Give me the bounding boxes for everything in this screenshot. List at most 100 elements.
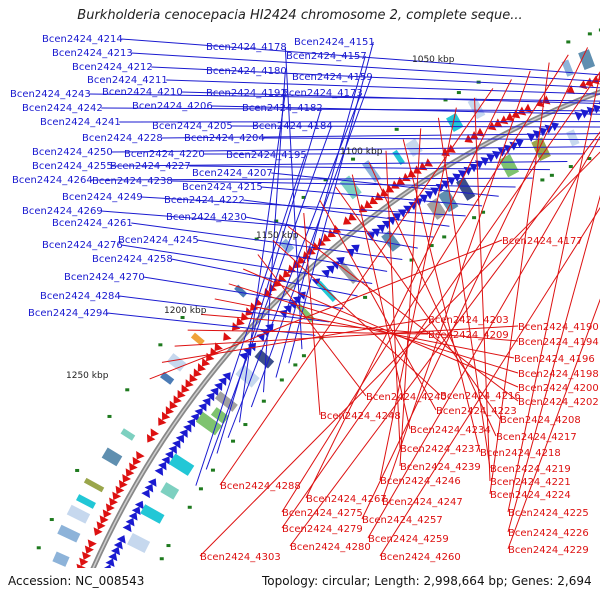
forward-gene-leader <box>227 92 362 438</box>
scale-label: 1150 kbp <box>256 231 299 241</box>
scale-label: 1100 kbp <box>340 147 383 157</box>
forward-gene-feature <box>134 500 144 510</box>
forward-gene-label: Bcen2424_4207 <box>192 168 273 179</box>
marker-tick <box>481 210 486 214</box>
inner-feature-block <box>127 532 151 553</box>
reverse-gene-leader <box>174 325 519 347</box>
inner-feature-block <box>254 349 275 369</box>
forward-gene-feature <box>424 191 434 200</box>
reverse-gene-feature <box>125 468 135 477</box>
marker-tick <box>568 165 573 169</box>
forward-gene-label: Bcen2424_4151 <box>294 37 375 48</box>
forward-gene-label: Bcen2424_4206 <box>132 101 213 112</box>
inner-feature-block <box>195 411 222 436</box>
outer-feature-block <box>83 477 105 493</box>
reverse-gene-feature <box>413 165 422 174</box>
reverse-gene-feature <box>189 373 198 383</box>
reverse-gene-leader <box>161 318 429 363</box>
reverse-gene-feature <box>132 456 142 466</box>
reverse-gene-feature <box>493 118 503 128</box>
reverse-gene-feature <box>511 109 521 119</box>
reverse-gene-feature <box>214 342 223 351</box>
forward-gene-feature <box>419 194 428 203</box>
reverse-gene-feature <box>396 176 406 185</box>
forward-gene-feature <box>113 540 123 550</box>
forward-gene-feature <box>321 269 330 279</box>
reverse-gene-feature <box>181 384 190 394</box>
forward-gene-label: Bcen2424_4178 <box>206 42 287 53</box>
forward-gene-feature <box>446 176 456 186</box>
reverse-gene-label: Bcen2424_4225 <box>508 508 589 519</box>
forward-gene-leader <box>271 172 499 197</box>
forward-gene-leader <box>121 38 600 76</box>
forward-gene-feature <box>376 224 386 233</box>
forward-gene-leader <box>151 66 600 89</box>
forward-gene-feature <box>194 408 203 417</box>
reverse-gene-feature <box>93 527 103 536</box>
forward-gene-feature <box>198 402 207 412</box>
forward-gene-feature <box>168 445 177 454</box>
forward-gene-leader <box>161 133 600 139</box>
reverse-gene-feature <box>201 357 211 367</box>
forward-gene-feature <box>486 153 495 163</box>
inner-feature-block <box>214 391 238 412</box>
forward-gene-leader <box>288 41 374 364</box>
forward-gene-feature <box>210 387 219 397</box>
forward-gene-feature <box>574 111 583 121</box>
reverse-gene-label: Bcen2424_4240 <box>366 392 447 403</box>
forward-gene-feature <box>183 423 192 433</box>
topology-summary: Topology: circular; Length: 2,998,664 bp… <box>262 574 592 588</box>
chromosome-title: Burkholderia cenocepacia HI2424 chromoso… <box>77 8 523 23</box>
reverse-gene-leader <box>319 199 437 411</box>
outer-feature-block <box>76 494 96 509</box>
forward-gene-leader <box>211 105 600 115</box>
forward-gene-feature <box>214 382 223 391</box>
marker-tick <box>159 557 164 561</box>
forward-gene-feature <box>179 429 188 438</box>
marker-tick <box>429 244 434 248</box>
marker-tick <box>587 157 592 161</box>
reverse-gene-feature <box>177 389 186 399</box>
forward-gene-feature <box>158 461 167 471</box>
forward-gene-feature <box>526 132 536 142</box>
reverse-gene-label: Bcen2424_4237 <box>400 444 481 455</box>
reverse-gene-leader <box>399 128 422 467</box>
forward-gene-label: Bcen2424_4222 <box>164 195 245 206</box>
forward-gene-leader <box>143 276 344 310</box>
marker-tick <box>125 388 130 392</box>
reverse-gene-label: Bcen2424_4196 <box>514 354 595 365</box>
reverse-gene-label: Bcen2424_4259 <box>368 534 449 545</box>
forward-gene-feature <box>403 205 412 214</box>
reverse-gene-label: Bcen2424_4248 <box>320 411 401 422</box>
forward-gene-feature <box>92 588 101 596</box>
marker-tick <box>49 518 54 522</box>
forward-gene-feature <box>131 506 141 515</box>
forward-gene-label: Bcen2424_4276 <box>42 240 123 251</box>
reverse-gene-feature <box>566 84 575 95</box>
outer-feature-block <box>160 371 175 385</box>
forward-gene-label: Bcen2424_4195 <box>226 150 307 161</box>
forward-gene-leader <box>166 79 600 95</box>
reverse-gene-leader <box>257 254 367 397</box>
forward-gene-leader <box>263 137 600 141</box>
marker-tick <box>443 98 448 102</box>
forward-gene-label: Bcen2424_4284 <box>40 291 121 302</box>
forward-gene-feature <box>122 523 132 533</box>
outer-feature-block <box>190 332 205 346</box>
reverse-gene-label: Bcen2424_4203 <box>428 315 509 326</box>
forward-gene-leader <box>262 70 286 393</box>
marker-tick <box>323 178 328 182</box>
reverse-gene-leader <box>437 117 491 469</box>
reverse-gene-label: Bcen2424_4280 <box>290 542 371 553</box>
marker-tick <box>394 127 399 131</box>
reverse-gene-leader <box>281 71 600 529</box>
forward-gene-label: Bcen2424_4205 <box>152 121 233 132</box>
outer-feature-block <box>578 49 596 70</box>
reverse-gene-leader <box>361 47 589 520</box>
forward-gene-label: Bcen2424_4228 <box>82 133 163 144</box>
reverse-gene-feature <box>136 450 145 460</box>
backbone-highlight <box>92 91 600 568</box>
reverse-gene-leader <box>402 139 481 453</box>
